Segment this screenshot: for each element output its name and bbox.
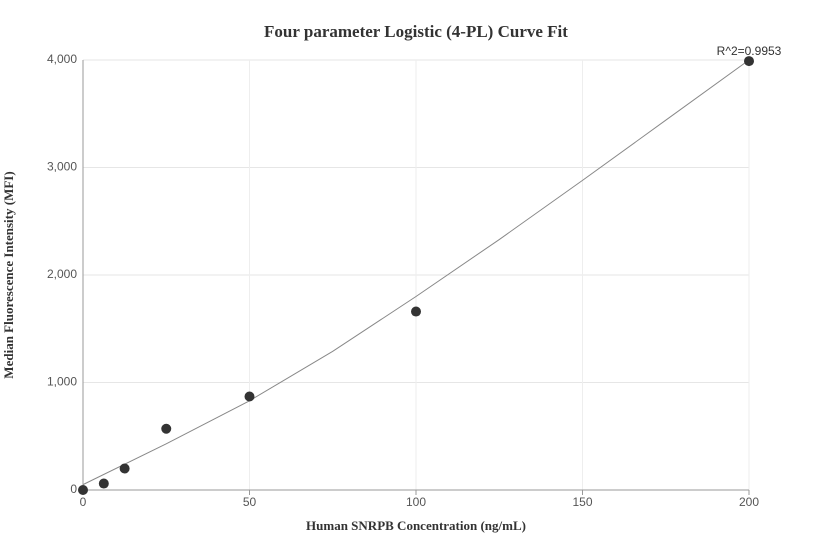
data-point — [744, 56, 754, 67]
x-axis-label: Human SNRPB Concentration (ng/mL) — [306, 518, 526, 533]
x-tick-label: 200 — [739, 495, 759, 509]
data-point — [98, 478, 109, 489]
data-point — [119, 463, 130, 474]
data-point — [411, 306, 421, 317]
y-tick-label: 0 — [70, 482, 77, 496]
y-tick-label: 3,000 — [47, 160, 77, 174]
annotation: R^2=0.9953 — [717, 44, 782, 58]
x-tick-label: 150 — [572, 495, 592, 509]
y-tick-label: 2,000 — [47, 267, 77, 281]
x-tick-label: 0 — [80, 495, 87, 509]
chart-title: Four parameter Logistic (4-PL) Curve Fit — [264, 22, 568, 41]
data-point — [161, 423, 172, 434]
data-point — [78, 485, 88, 495]
fit-curve — [82, 59, 750, 486]
y-tick-label: 4,000 — [47, 52, 77, 66]
y-axis-label: Median Fluorescence Intensity (MFI) — [1, 171, 16, 378]
y-tick-label: 1,000 — [47, 375, 77, 389]
x-tick-label: 50 — [243, 495, 257, 509]
data-point — [244, 391, 255, 402]
x-tick-label: 100 — [406, 495, 426, 509]
